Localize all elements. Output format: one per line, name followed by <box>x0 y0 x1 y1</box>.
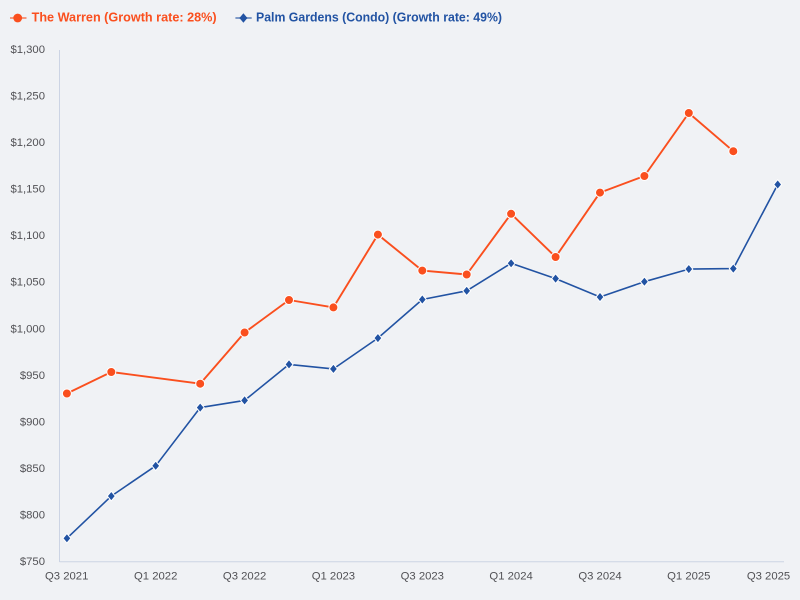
svg-text:Q1 2025: Q1 2025 <box>667 571 710 583</box>
svg-text:Q1 2022: Q1 2022 <box>134 571 177 583</box>
svg-text:$1,200: $1,200 <box>10 137 45 149</box>
svg-text:$900: $900 <box>20 416 45 428</box>
svg-text:$1,000: $1,000 <box>10 323 45 335</box>
svg-text:$800: $800 <box>20 510 45 522</box>
svg-text:Q3 2024: Q3 2024 <box>578 571 621 583</box>
svg-text:$850: $850 <box>20 463 45 475</box>
svg-text:$1,300: $1,300 <box>10 44 45 56</box>
svg-text:Q3 2022: Q3 2022 <box>223 571 266 583</box>
svg-text:$1,100: $1,100 <box>10 230 45 242</box>
svg-text:The Warren (Growth rate: 28%): The Warren (Growth rate: 28%) <box>32 10 217 25</box>
svg-text:Q3 2023: Q3 2023 <box>401 571 444 583</box>
svg-text:Palm Gardens (Condo) (Growth r: Palm Gardens (Condo) (Growth rate: 49%) <box>256 10 502 25</box>
svg-text:Q1 2024: Q1 2024 <box>489 571 532 583</box>
svg-text:$950: $950 <box>20 370 45 382</box>
svg-text:$1,250: $1,250 <box>10 91 45 103</box>
svg-text:Q3 2021: Q3 2021 <box>45 571 88 583</box>
svg-text:Q3 2025: Q3 2025 <box>747 571 790 583</box>
svg-text:$750: $750 <box>20 556 45 568</box>
svg-text:Q1 2023: Q1 2023 <box>312 571 355 583</box>
svg-text:$1,050: $1,050 <box>10 277 45 289</box>
svg-text:$1,150: $1,150 <box>10 184 45 196</box>
